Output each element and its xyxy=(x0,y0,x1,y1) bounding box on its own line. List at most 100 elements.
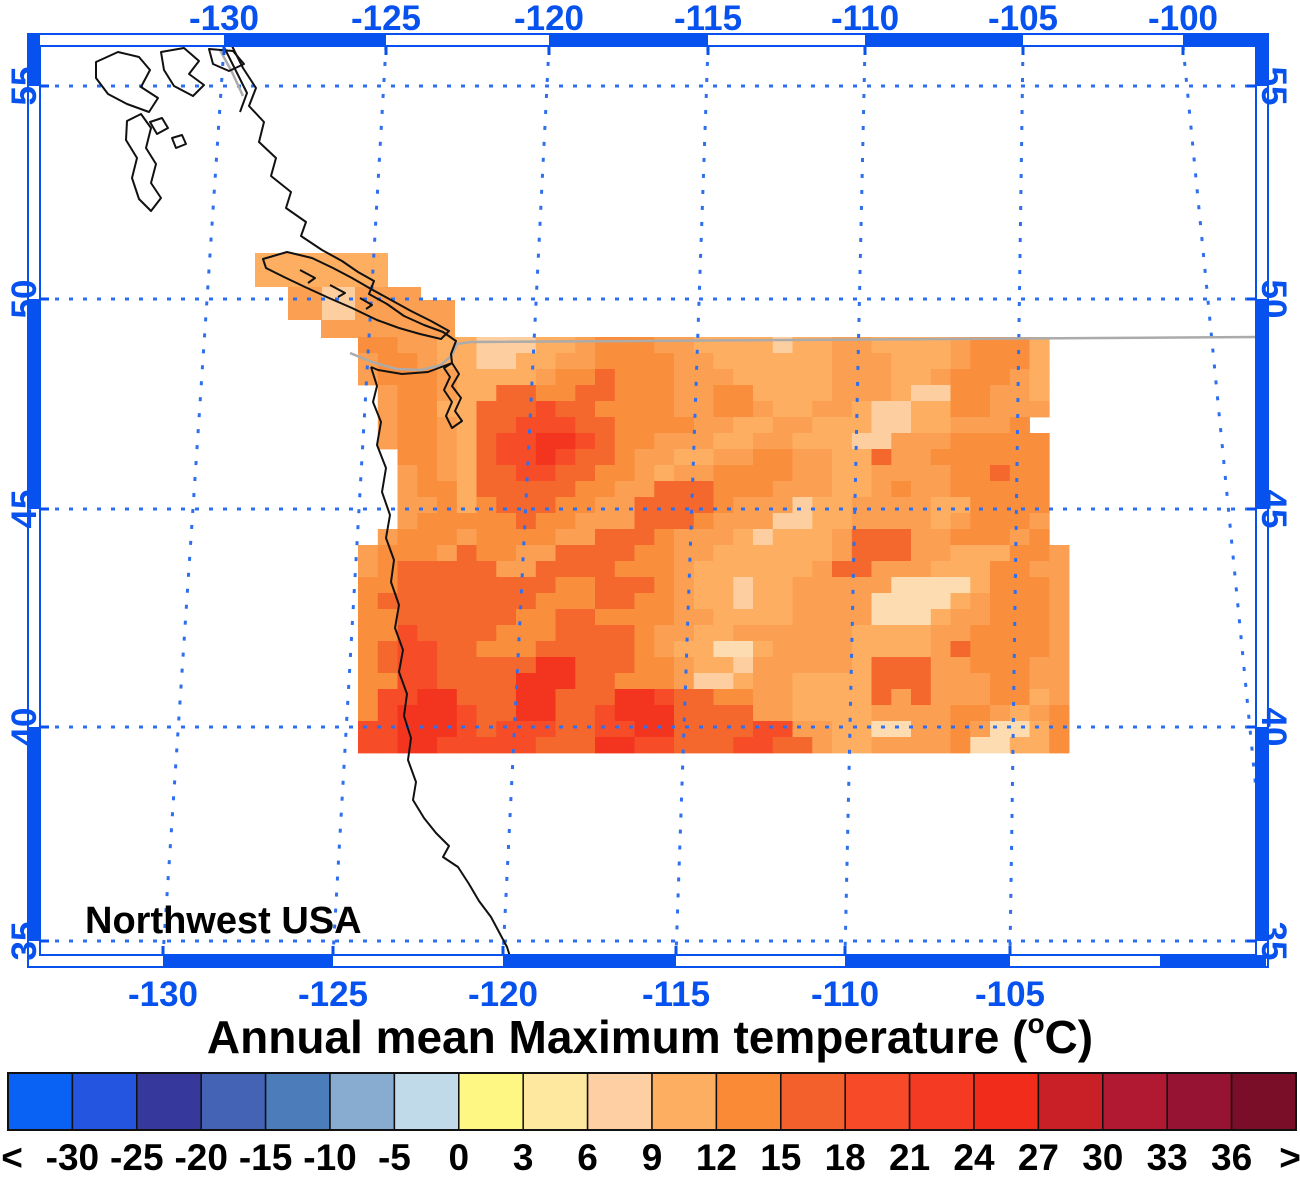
raster-cell xyxy=(990,593,1011,610)
raster-cell xyxy=(1009,561,1030,578)
raster-cell xyxy=(397,545,418,562)
raster-cell xyxy=(930,561,951,578)
raster-cell xyxy=(1009,705,1030,722)
raster-cell xyxy=(950,689,971,706)
raster-cell xyxy=(535,673,556,690)
tick-mark-bottom xyxy=(674,946,678,955)
colorbar-cell xyxy=(393,1072,460,1131)
raster-cell xyxy=(1009,657,1030,674)
raster-cell xyxy=(674,657,695,674)
raster-cell xyxy=(733,545,754,562)
raster-cell xyxy=(456,353,477,370)
raster-cell xyxy=(713,449,734,466)
raster-cell xyxy=(911,401,932,418)
raster-cell xyxy=(674,609,695,626)
raster-cell xyxy=(377,625,398,642)
raster-cell xyxy=(713,369,734,386)
lon-label-top: -120 xyxy=(514,0,584,38)
raster-cell xyxy=(496,433,517,450)
raster-cell xyxy=(871,737,892,754)
raster-cell xyxy=(1009,721,1030,738)
raster-cell xyxy=(555,545,576,562)
raster-cell xyxy=(417,657,438,674)
raster-cell xyxy=(614,657,635,674)
raster-cell xyxy=(990,689,1011,706)
axis-labels: -130 -125 -120 -115 -110 -105 -100 -130 -125 -120… xyxy=(5,0,1293,1014)
raster-cell xyxy=(891,449,912,466)
raster-cell xyxy=(654,609,675,626)
raster-cell xyxy=(792,529,813,546)
colorbar-tick-label: 21 xyxy=(889,1137,930,1178)
temperature-colorbar: < -30 -25 -20 -15 -10 -5 0 3 6 9 12 15 18 21 24 27 30 33 36… xyxy=(1,1072,1300,1178)
raster-cell xyxy=(437,673,458,690)
raster-cell xyxy=(772,721,793,738)
raster-cell xyxy=(654,401,675,418)
raster-cell xyxy=(516,513,537,530)
raster-cell xyxy=(417,609,438,626)
frame-segment-right xyxy=(1256,299,1267,509)
raster-cell xyxy=(417,641,438,658)
raster-cell xyxy=(674,737,695,754)
raster-cell xyxy=(990,353,1011,370)
raster-cell xyxy=(516,385,537,402)
raster-cell xyxy=(950,673,971,690)
raster-cell xyxy=(733,721,754,738)
raster-cell xyxy=(772,673,793,690)
raster-cell xyxy=(417,417,438,434)
tick-mark-top xyxy=(1021,46,1025,55)
raster-cell xyxy=(535,689,556,706)
raster-cell xyxy=(654,737,675,754)
raster-cell xyxy=(753,529,774,546)
raster-cell xyxy=(891,465,912,482)
raster-cell xyxy=(832,353,853,370)
raster-cell xyxy=(1029,737,1050,754)
raster-cell xyxy=(634,385,655,402)
raster-cell xyxy=(891,705,912,722)
lon-label-top: -105 xyxy=(988,0,1058,38)
raster-cell xyxy=(555,657,576,674)
raster-cell xyxy=(911,369,932,386)
raster-cell xyxy=(911,353,932,370)
raster-cell xyxy=(437,625,458,642)
tick-mark-left xyxy=(40,939,49,943)
raster-cell xyxy=(358,673,379,690)
raster-cell xyxy=(911,609,932,626)
tick-mark-left xyxy=(40,297,49,301)
raster-cell xyxy=(772,737,793,754)
raster-cell xyxy=(595,433,616,450)
meridian-gridline xyxy=(1181,45,1258,791)
raster-cell xyxy=(654,369,675,386)
raster-cell xyxy=(832,577,853,594)
raster-cell xyxy=(812,529,833,546)
raster-cell xyxy=(1029,609,1050,626)
coastline-vancouver-island xyxy=(262,251,450,340)
raster-cell xyxy=(654,545,675,562)
raster-cell xyxy=(1049,641,1070,658)
raster-cell xyxy=(634,625,655,642)
raster-cell xyxy=(516,465,537,482)
raster-cell xyxy=(891,689,912,706)
raster-cell xyxy=(634,529,655,546)
raster-cell xyxy=(713,673,734,690)
raster-cell xyxy=(555,705,576,722)
raster-cell xyxy=(911,545,932,562)
raster-cell xyxy=(1029,625,1050,642)
raster-cell xyxy=(1029,593,1050,610)
raster-cell xyxy=(733,641,754,658)
raster-cell xyxy=(555,337,576,354)
colorbar-cell xyxy=(651,1072,718,1131)
raster-cell xyxy=(595,513,616,530)
raster-cell xyxy=(911,673,932,690)
raster-cell xyxy=(437,481,458,498)
raster-cell xyxy=(970,705,991,722)
raster-cell xyxy=(1009,449,1030,466)
raster-cell xyxy=(535,433,556,450)
lat-label-right: 55 xyxy=(1254,67,1293,106)
colorbar-cell xyxy=(715,1072,782,1131)
raster-cell xyxy=(437,657,458,674)
raster-cell xyxy=(733,481,754,498)
raster-cell-canada xyxy=(322,287,355,320)
frame-segment-right xyxy=(1256,727,1267,941)
raster-cell xyxy=(555,369,576,386)
raster-cell xyxy=(654,465,675,482)
